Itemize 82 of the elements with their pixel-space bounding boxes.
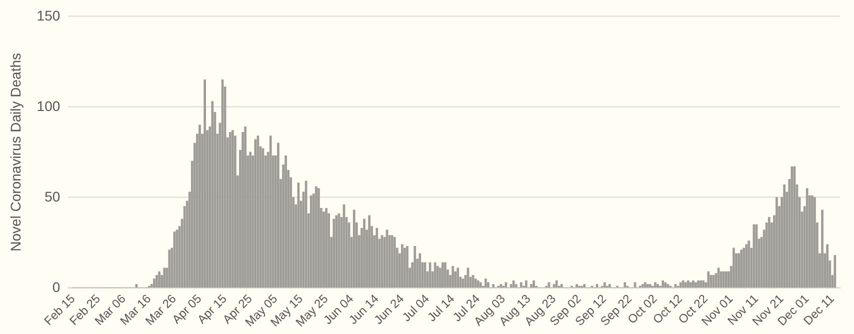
bar	[231, 130, 234, 288]
bar	[390, 235, 394, 288]
bar	[456, 268, 460, 288]
bar	[418, 253, 422, 288]
bar	[228, 132, 232, 288]
bar	[168, 250, 171, 288]
bar	[444, 262, 446, 288]
bar	[376, 228, 378, 288]
bar	[500, 284, 502, 288]
bar	[530, 284, 532, 288]
bar	[684, 282, 687, 288]
bar	[682, 280, 684, 288]
bar	[310, 195, 312, 288]
bar	[560, 284, 563, 288]
bar	[679, 282, 682, 288]
bar	[806, 188, 808, 288]
bar	[314, 186, 318, 288]
bar	[603, 282, 606, 288]
bar	[393, 236, 396, 288]
bar	[748, 240, 750, 288]
bar	[318, 188, 320, 288]
bar	[608, 284, 611, 288]
bar	[768, 217, 770, 288]
bar	[474, 278, 477, 288]
bar	[492, 284, 494, 288]
bar	[810, 195, 814, 288]
bar	[520, 282, 522, 288]
bar	[686, 280, 690, 288]
bar	[487, 282, 490, 288]
bar	[576, 284, 578, 288]
bar	[783, 184, 786, 288]
bar	[211, 101, 214, 288]
y-tick-label: 100	[36, 98, 60, 114]
bar	[583, 284, 586, 288]
bar	[156, 274, 158, 288]
bar	[442, 262, 444, 288]
bar	[745, 244, 748, 288]
bar	[724, 271, 728, 288]
bar	[204, 79, 206, 288]
bar	[476, 280, 480, 288]
bar	[436, 266, 439, 288]
bar	[732, 248, 735, 288]
bar	[790, 166, 794, 288]
bar	[525, 280, 528, 288]
bar	[269, 136, 272, 288]
bar	[163, 268, 166, 288]
bar	[332, 218, 336, 288]
bar	[700, 280, 702, 288]
y-tick-label: 0	[52, 278, 60, 295]
bar	[249, 152, 252, 288]
y-axis-title: Novel Coronavirus Daily Deaths	[7, 52, 24, 252]
bar	[514, 284, 518, 288]
bar	[406, 246, 408, 288]
bar	[722, 271, 725, 288]
bar	[649, 284, 652, 288]
bar	[656, 284, 659, 288]
bar	[707, 271, 710, 288]
y-tick-label: 150	[36, 7, 60, 24]
bar	[335, 215, 338, 288]
bar	[414, 246, 416, 288]
bar	[662, 280, 664, 288]
bar	[352, 210, 356, 288]
bar	[641, 284, 644, 288]
bar	[666, 284, 670, 288]
bar	[644, 282, 646, 288]
bar	[452, 266, 454, 288]
bar	[624, 282, 626, 288]
bar	[821, 210, 824, 288]
bar	[532, 280, 535, 288]
y-tick-label: 50	[44, 188, 60, 204]
bar	[664, 282, 667, 288]
bar	[479, 282, 482, 288]
bar	[153, 278, 156, 288]
bar	[646, 284, 649, 288]
bar	[434, 262, 436, 288]
bar	[826, 244, 829, 288]
bar	[702, 280, 705, 288]
bar	[484, 278, 487, 288]
bar	[742, 248, 746, 288]
bar	[814, 197, 816, 288]
bar	[654, 282, 656, 288]
bar	[254, 139, 257, 288]
